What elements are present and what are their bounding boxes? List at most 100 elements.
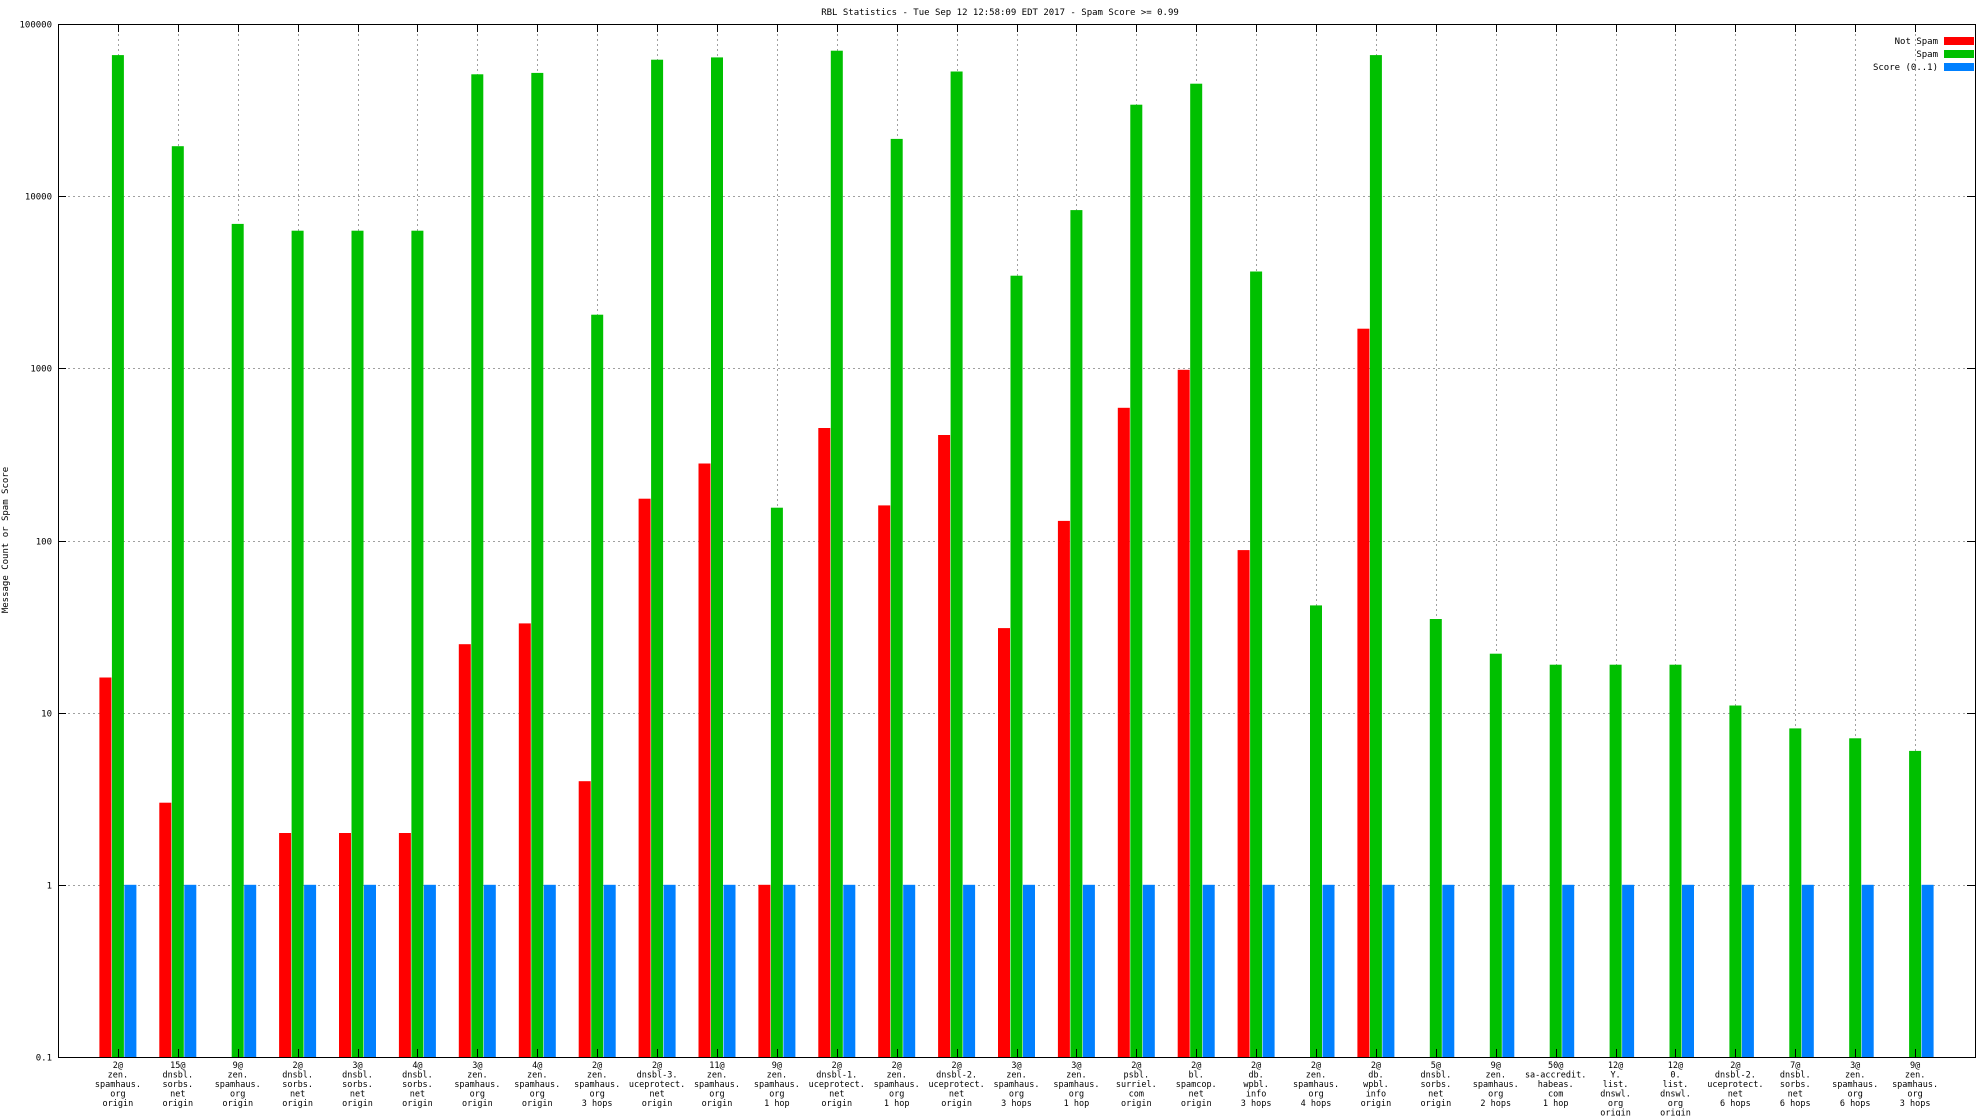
- legend-label: Spam: [1916, 50, 1938, 60]
- plot-frame: [58, 24, 1976, 1058]
- bar-score-0-1: [1202, 884, 1215, 1057]
- x-tick-label: 12@ Y. list. dnswl. org origin: [1600, 1061, 1631, 1116]
- y-tick-label: 0.1: [36, 1054, 52, 1064]
- bar-not-spam: [998, 628, 1010, 1057]
- bar-score-0-1: [663, 884, 676, 1057]
- x-tick-label: 3@ zen. spamhaus. org 3 hops: [993, 1061, 1039, 1109]
- bar-score-0-1: [1861, 884, 1874, 1057]
- bar-not-spam: [99, 677, 112, 1057]
- x-tick-label: 2@ dnsbl-1. uceprotect. net origin: [809, 1061, 865, 1109]
- bar-not-spam: [578, 781, 591, 1057]
- legend-swatch: [1944, 63, 1974, 71]
- bar-spam: [830, 50, 843, 1057]
- bar-spam: [1549, 664, 1562, 1057]
- bar-score-0-1: [1562, 884, 1575, 1057]
- y-axis-label: Message Count or Spam Score: [1, 467, 11, 613]
- x-axis-ticks: 2@ zen. spamhaus. org origin 15@ dnsbl. sorbs. n…: [95, 24, 1938, 1116]
- bar-score-0-1: [843, 884, 856, 1057]
- bar-not-spam: [1057, 520, 1070, 1057]
- bar-score-0-1: [1682, 884, 1694, 1057]
- bar-spam: [1729, 705, 1742, 1057]
- bar-not-spam: [1117, 407, 1130, 1057]
- bar-score-0-1: [603, 884, 616, 1057]
- bar-score-0-1: [483, 884, 496, 1057]
- bar-score-0-1: [1262, 884, 1275, 1057]
- bar-score-0-1: [1023, 884, 1035, 1057]
- bar-not-spam: [878, 505, 891, 1057]
- bar-score-0-1: [783, 884, 796, 1057]
- bar-score-0-1: [1801, 884, 1814, 1057]
- legend-swatch: [1944, 37, 1974, 45]
- x-tick-label: 2@ dnsbl-2. uceprotect. net origin: [928, 1061, 984, 1109]
- x-tick-label: 2@ db. wpbl. info 3 hops: [1241, 1061, 1272, 1109]
- bar-spam: [231, 223, 244, 1057]
- y-tick-label: 1: [47, 882, 52, 892]
- x-tick-label: 2@ bl. spamcop. net origin: [1176, 1061, 1217, 1109]
- bar-score-0-1: [1442, 884, 1455, 1057]
- y-tick-label: 1000: [30, 365, 52, 375]
- bar-spam: [770, 507, 783, 1057]
- legend: Not Spam Spam Score (0..1): [1873, 37, 1974, 73]
- bar-spam: [1909, 750, 1922, 1057]
- bar-spam: [1310, 605, 1322, 1057]
- bar-score-0-1: [723, 884, 736, 1057]
- bar-spam: [591, 314, 604, 1057]
- bar-score-0-1: [1502, 884, 1515, 1057]
- x-tick-label: 2@ zen. spamhaus. org 3 hops: [574, 1061, 620, 1109]
- x-tick-label: 2@ dnsbl. sorbs. net origin: [282, 1061, 313, 1109]
- bar-not-spam: [339, 833, 351, 1057]
- x-tick-label: 4@ dnsbl. sorbs. net origin: [402, 1061, 433, 1109]
- bar-score-0-1: [903, 884, 916, 1057]
- bar-not-spam: [458, 644, 471, 1057]
- x-tick-label: 11@ zen. spamhaus. org origin: [694, 1061, 740, 1109]
- chart-title: RBL Statistics - Tue Sep 12 12:58:09 EDT…: [821, 8, 1179, 18]
- bar-score-0-1: [423, 884, 436, 1057]
- y-tick-label: 100000: [19, 21, 52, 31]
- bar-spam: [1789, 728, 1802, 1057]
- bar-score-0-1: [543, 884, 556, 1057]
- x-tick-label: 9@ zen. spamhaus. org 2 hops: [1473, 1061, 1519, 1109]
- bar-score-0-1: [1382, 884, 1395, 1057]
- x-tick-label: 3@ zen. spamhaus. org 1 hop: [1053, 1061, 1099, 1109]
- x-tick-label: 5@ dnsbl. sorbs. net origin: [1420, 1061, 1451, 1109]
- x-tick-label: 2@ zen. spamhaus. org 1 hop: [874, 1061, 920, 1109]
- x-tick-label: 9@ zen. spamhaus. org origin: [215, 1061, 261, 1109]
- bar-spam: [1429, 619, 1442, 1057]
- bar-spam: [1190, 83, 1203, 1057]
- x-tick-label: 2@ dnsbl-3. uceprotect. net origin: [629, 1061, 685, 1109]
- bar-spam: [651, 59, 664, 1057]
- legend-swatch: [1944, 50, 1974, 58]
- bar-score-0-1: [184, 884, 197, 1057]
- bar-not-spam: [1357, 328, 1370, 1057]
- x-tick-label: 2@ dnsbl-2. uceprotect. net 6 hops: [1707, 1061, 1763, 1109]
- bar-not-spam: [518, 623, 531, 1057]
- bar-not-spam: [1237, 550, 1250, 1057]
- y-tick-label: 10000: [25, 193, 52, 203]
- bar-score-0-1: [1082, 884, 1095, 1057]
- x-tick-label: 9@ zen. spamhaus. org 3 hops: [1892, 1061, 1938, 1109]
- bar-spam: [1250, 271, 1263, 1057]
- bar-spam: [1669, 664, 1682, 1057]
- x-tick-label: 2@ db. wpbl. info origin: [1361, 1061, 1392, 1109]
- x-tick-label: 12@ 0. list. dnswl. org origin: [1660, 1061, 1691, 1116]
- bar-not-spam: [938, 435, 951, 1057]
- bar-spam: [291, 230, 304, 1057]
- bar-spam: [1489, 653, 1502, 1057]
- y-tick-label: 100: [36, 538, 52, 548]
- bar-spam: [411, 230, 424, 1057]
- bar-score-0-1: [364, 884, 376, 1057]
- legend-label: Score (0..1): [1873, 63, 1938, 73]
- bar-not-spam: [1177, 369, 1190, 1057]
- bar-score-0-1: [1921, 884, 1934, 1057]
- bar-spam: [531, 72, 544, 1057]
- x-tick-label: 2@ psbl. surriel. com origin: [1116, 1061, 1157, 1109]
- bar-spam: [111, 55, 124, 1058]
- x-tick-label: 3@ zen. spamhaus. org 6 hops: [1832, 1061, 1878, 1109]
- bar-score-0-1: [1622, 884, 1635, 1057]
- bar-not-spam: [398, 833, 411, 1057]
- x-tick-label: 9@ zen. spamhaus. org 1 hop: [754, 1061, 800, 1109]
- x-tick-label: 2@ zen. spamhaus. org origin: [95, 1061, 141, 1109]
- bar-spam: [1369, 55, 1382, 1058]
- bar-spam: [471, 74, 484, 1058]
